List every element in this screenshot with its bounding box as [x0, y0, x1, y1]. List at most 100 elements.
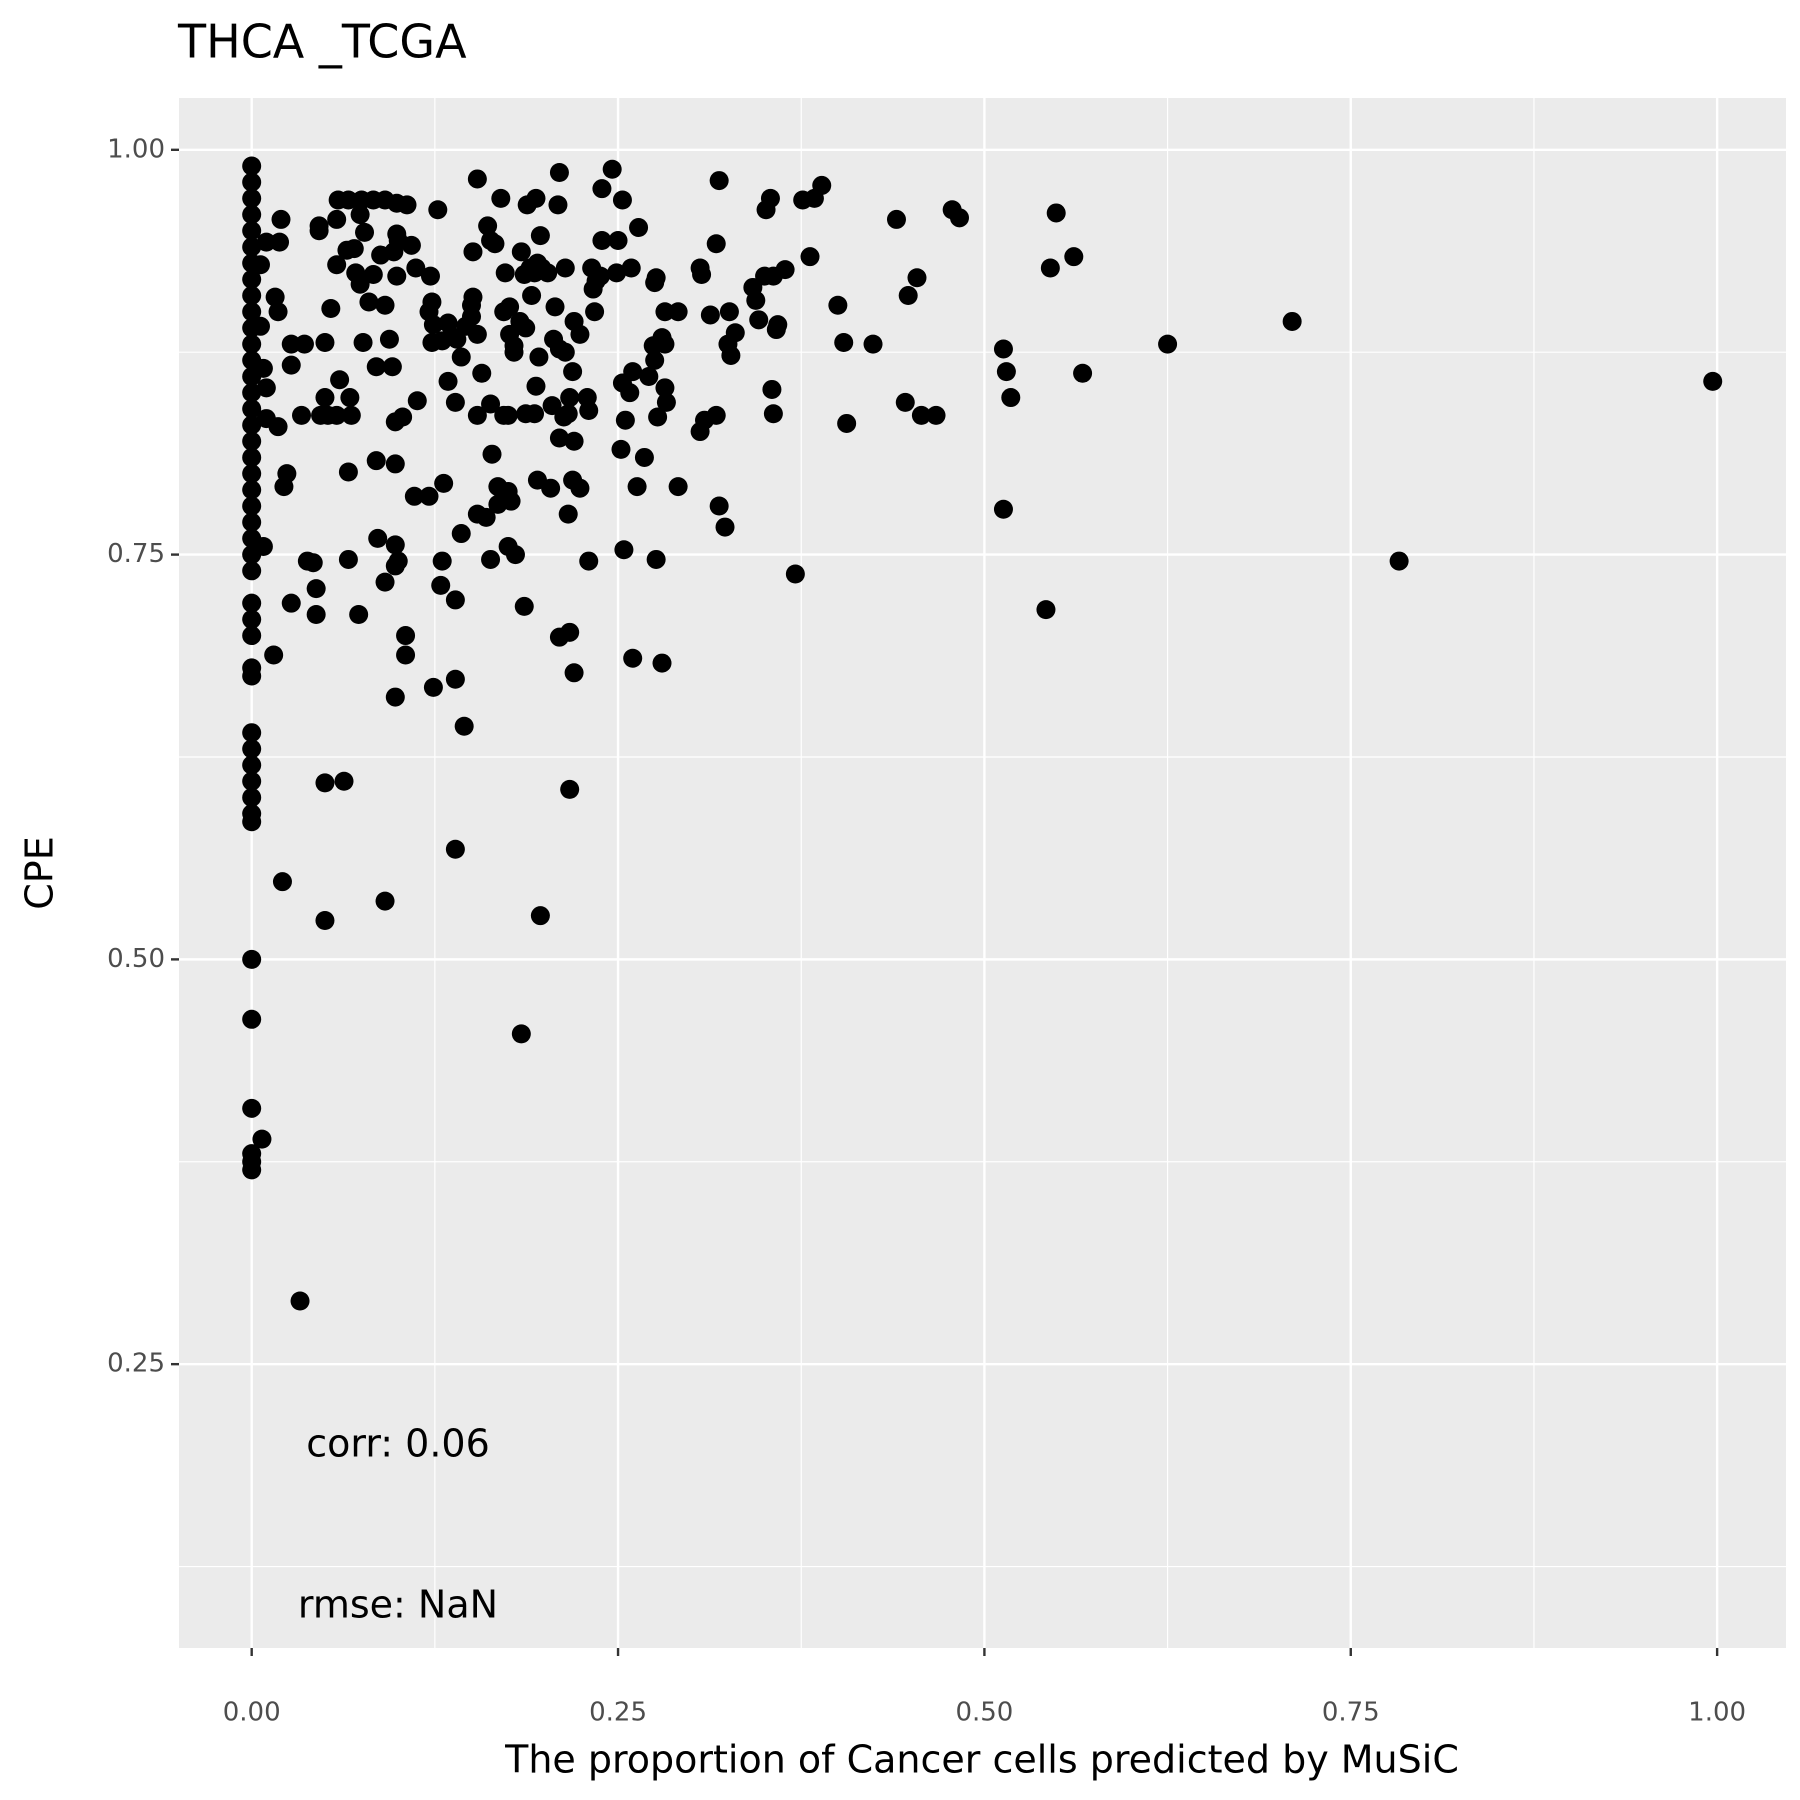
point	[1282, 311, 1302, 331]
point	[463, 242, 483, 262]
point	[1001, 388, 1021, 408]
point	[615, 410, 635, 430]
point	[242, 609, 262, 629]
point	[495, 263, 515, 283]
point	[1703, 371, 1723, 391]
point	[491, 188, 511, 208]
point	[382, 357, 402, 377]
point	[281, 355, 301, 375]
point	[895, 392, 915, 412]
point	[422, 332, 442, 352]
point	[341, 405, 361, 425]
point	[387, 266, 407, 286]
point	[242, 480, 262, 500]
point	[548, 195, 568, 215]
point	[1389, 551, 1409, 571]
point	[309, 221, 329, 241]
point	[445, 392, 465, 412]
point	[478, 216, 498, 236]
point	[315, 773, 335, 793]
point	[454, 716, 474, 736]
point	[340, 388, 360, 408]
point	[242, 269, 262, 289]
point	[330, 370, 350, 390]
point	[629, 218, 649, 238]
point	[668, 302, 688, 322]
point	[350, 274, 370, 294]
point	[242, 496, 262, 516]
point	[949, 208, 969, 228]
point	[242, 286, 262, 306]
point	[451, 524, 471, 544]
point	[627, 477, 647, 497]
y-tick-label: 0.25	[107, 1349, 165, 1379]
point	[445, 669, 465, 689]
point	[648, 407, 668, 427]
point	[451, 347, 471, 367]
point	[294, 334, 314, 354]
point	[655, 302, 675, 322]
point	[834, 332, 854, 352]
point	[379, 329, 399, 349]
point	[1046, 203, 1066, 223]
point	[253, 358, 273, 378]
y-axis-title: CPE	[18, 836, 62, 909]
point	[514, 596, 534, 616]
point	[749, 310, 769, 330]
plot-panel	[179, 98, 1786, 1648]
point	[643, 336, 663, 356]
point	[592, 230, 612, 250]
point	[863, 334, 883, 354]
point	[438, 313, 458, 333]
point	[242, 415, 262, 435]
y-tick-label: 0.50	[107, 944, 165, 974]
point	[656, 392, 676, 412]
point	[579, 551, 599, 571]
point	[242, 383, 262, 403]
point	[645, 350, 665, 370]
point	[488, 494, 508, 514]
point	[911, 405, 931, 425]
point	[907, 268, 927, 288]
point	[516, 404, 536, 424]
point	[655, 378, 675, 398]
point	[264, 645, 284, 665]
point	[252, 1129, 272, 1149]
point	[706, 234, 726, 254]
point	[420, 266, 440, 286]
point	[242, 431, 262, 451]
point	[467, 405, 487, 425]
point	[541, 478, 561, 498]
point	[494, 405, 514, 425]
point	[715, 517, 735, 537]
point	[242, 593, 262, 613]
point	[306, 605, 326, 625]
point	[387, 224, 407, 244]
point	[242, 156, 262, 176]
point	[334, 771, 354, 791]
point	[529, 347, 549, 367]
point	[538, 263, 558, 283]
point	[488, 477, 508, 497]
point	[494, 302, 514, 322]
point	[242, 1152, 262, 1172]
point	[270, 232, 290, 252]
point	[303, 553, 323, 573]
point	[375, 295, 395, 315]
point	[993, 499, 1013, 519]
point	[250, 255, 270, 275]
x-tick-label: 0.50	[955, 1698, 1013, 1728]
point	[1073, 363, 1093, 383]
point	[290, 1291, 310, 1311]
point	[265, 287, 285, 307]
point	[327, 209, 347, 229]
point	[472, 363, 492, 383]
point	[692, 264, 712, 284]
point	[592, 179, 612, 199]
x-tick-label: 0.75	[1322, 1698, 1380, 1728]
point	[242, 755, 262, 775]
point	[511, 1024, 531, 1044]
point	[368, 528, 388, 548]
point	[1040, 258, 1060, 278]
point	[554, 407, 574, 427]
